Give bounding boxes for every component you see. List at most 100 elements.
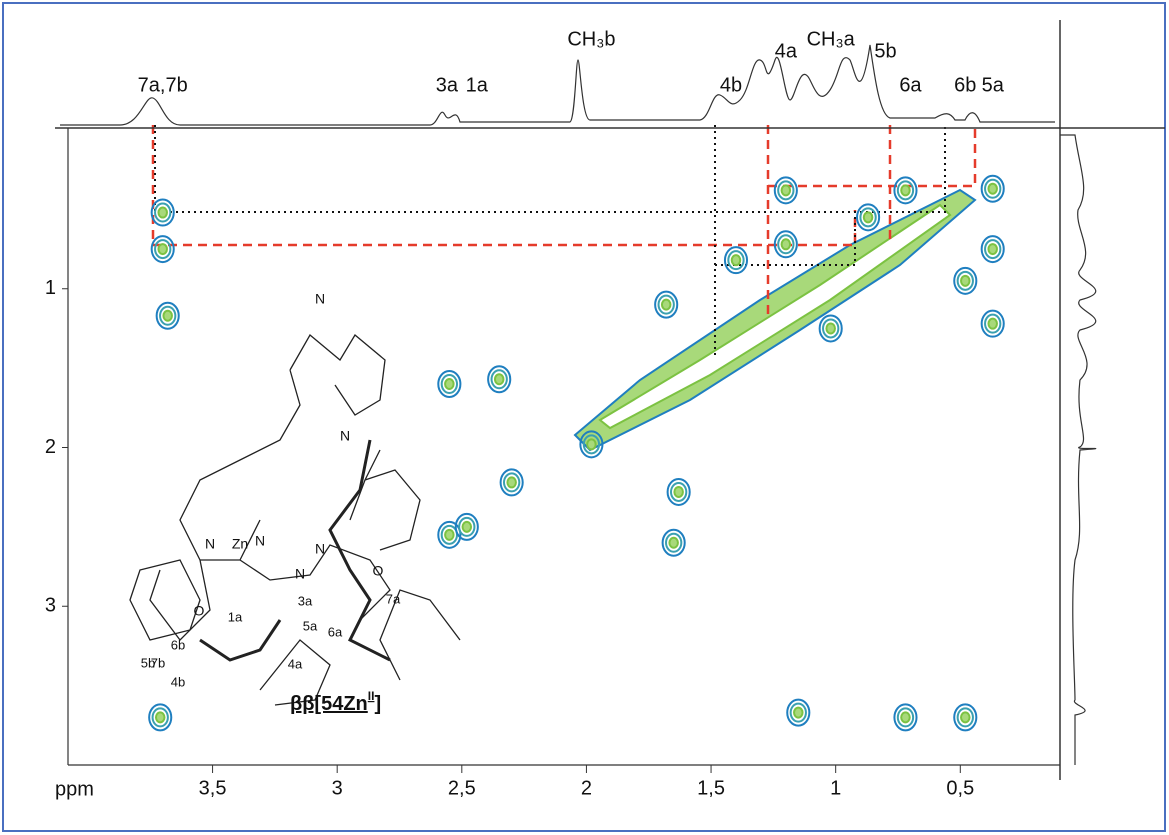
peak-label: CH₃a	[807, 28, 856, 50]
peak-label: 3a	[436, 74, 459, 96]
cross-peak	[150, 235, 175, 264]
cross-peak	[154, 202, 172, 223]
cross-peak	[666, 477, 691, 506]
atom-label: 7b	[151, 655, 165, 670]
atom-label: 1a	[228, 609, 243, 624]
peak-label: 5b	[874, 40, 896, 62]
atom-label: N	[295, 566, 305, 582]
cross-peak	[730, 254, 742, 267]
cross-peak	[654, 290, 679, 319]
cross-peak	[893, 176, 918, 205]
x-axis-label: ppm	[55, 778, 94, 800]
peak-label: 4b	[720, 74, 742, 96]
cross-peak	[987, 243, 998, 256]
cross-peak	[154, 239, 172, 260]
cross-peak	[777, 234, 795, 255]
cross-peak	[657, 294, 675, 315]
cross-peak	[773, 230, 798, 259]
cross-peak	[440, 374, 458, 394]
cross-peak	[980, 235, 1005, 264]
cross-peak	[490, 369, 508, 390]
cross-peak	[953, 703, 978, 732]
cross-peak	[723, 246, 749, 275]
cross-peak	[818, 314, 843, 343]
cross-peak	[984, 239, 1002, 260]
projection-right	[1060, 134, 1097, 765]
peak-label: 7a,7b	[138, 74, 188, 96]
cross-peak	[661, 528, 686, 557]
cross-peak	[458, 516, 476, 537]
cross-peak	[780, 238, 792, 251]
cross-peak	[960, 711, 971, 724]
cross-peak	[987, 182, 998, 195]
cross-peak	[157, 243, 168, 256]
y-tick-label: 3	[45, 595, 56, 617]
atom-label: N	[315, 291, 325, 307]
atom-label: N	[340, 428, 350, 444]
peak-label: CH₃b	[567, 28, 615, 50]
cross-peak	[727, 250, 745, 271]
cross-peak	[444, 378, 455, 390]
peak-label: 6b	[954, 74, 976, 96]
cross-peak	[960, 274, 971, 287]
cross-peak	[454, 512, 479, 541]
peak-label: 1a	[466, 74, 489, 96]
y-tick-label: 2	[45, 436, 56, 458]
projection-top	[60, 44, 1055, 126]
cross-peak	[896, 707, 915, 728]
peak-label: 5a	[982, 74, 1005, 96]
cross-peak	[493, 373, 505, 386]
cross-peak	[984, 313, 1002, 334]
cross-peak	[893, 703, 918, 732]
cross-peak	[506, 476, 517, 489]
cross-peak	[793, 706, 804, 719]
peak-label: 4a	[775, 40, 798, 62]
cross-peak	[773, 176, 798, 205]
atom-label: N	[315, 541, 325, 557]
cross-peak	[162, 309, 173, 322]
cross-peak	[668, 536, 679, 549]
cross-peak	[503, 472, 521, 493]
cross-peak	[487, 365, 512, 394]
x-tick-label: 2	[581, 777, 592, 799]
cross-peak	[789, 702, 807, 723]
atom-label: N	[205, 536, 215, 552]
cross-peak	[777, 180, 795, 201]
cross-peak	[856, 203, 881, 232]
cross-peak	[660, 298, 672, 311]
cross-peak	[980, 174, 1005, 203]
cross-peak	[956, 707, 974, 728]
compound-name: ββ[54Zn	[290, 693, 368, 715]
cross-peak	[437, 520, 462, 549]
atom-label: O	[194, 603, 205, 619]
cross-peak	[980, 309, 1005, 338]
cross-peak	[461, 520, 473, 533]
cross-peak	[582, 434, 601, 455]
cross-peak	[586, 438, 597, 451]
cross-peak	[953, 266, 978, 295]
cross-peak	[444, 528, 455, 541]
cross-peak	[825, 322, 836, 335]
cross-peak	[148, 703, 173, 732]
atom-label: 3a	[298, 593, 313, 608]
cross-peak	[780, 184, 792, 197]
diagonal	[573, 188, 977, 452]
x-tick-label: 3	[332, 777, 343, 799]
cross-peak	[155, 301, 180, 330]
cross-peak	[151, 707, 169, 728]
connectors	[151, 125, 977, 355]
atom-label: 6a	[328, 624, 343, 639]
cross-peak	[437, 370, 462, 398]
cross-peak	[665, 532, 683, 553]
cross-peak	[150, 198, 175, 227]
atom-label: Zn	[232, 536, 248, 552]
cross-peak	[900, 184, 911, 197]
atom-label: 4a	[288, 656, 303, 671]
atom-label: N	[255, 533, 265, 549]
cross-peak	[673, 485, 684, 498]
atom-label: O	[373, 563, 384, 579]
cross-peak	[670, 481, 688, 502]
compound-close: ]	[374, 693, 381, 715]
atom-label: 5a	[303, 618, 318, 633]
